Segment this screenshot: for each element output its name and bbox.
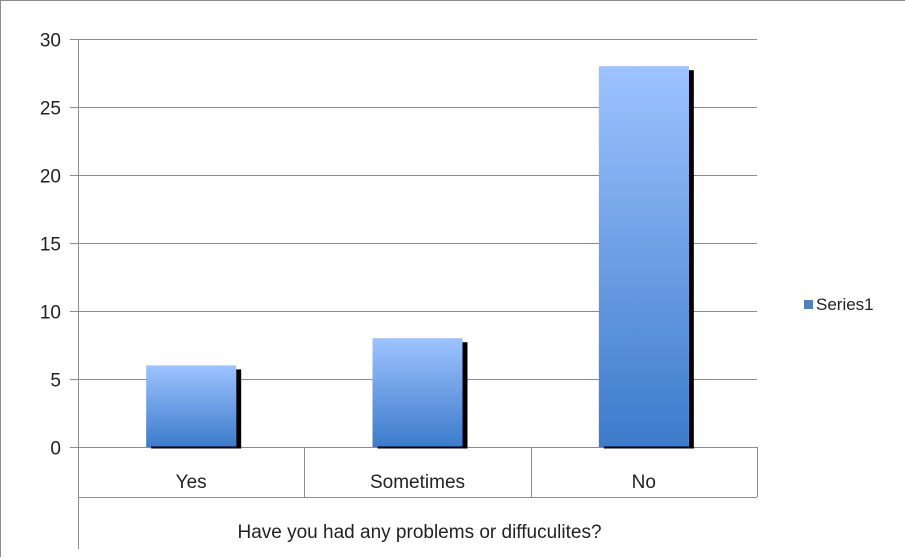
- bars: [146, 66, 694, 449]
- bar-shadow: [236, 369, 242, 447]
- bar-shadow: [688, 70, 694, 447]
- axes: [78, 39, 758, 549]
- y-tick-label: 20: [40, 167, 61, 188]
- y-tick-label: 5: [50, 371, 61, 392]
- y-tick-label: 30: [40, 31, 61, 52]
- labels: 0 5 10 15 20 25 30 Yes Sometimes No Have you had a…: [40, 31, 656, 544]
- x-tick-label: Sometimes: [370, 472, 465, 493]
- bar-sometimes: [372, 338, 463, 447]
- bar-shadow: [462, 342, 468, 447]
- bar-no: [598, 66, 689, 447]
- bar-yes: [146, 365, 237, 447]
- y-tick-label: 10: [40, 303, 61, 324]
- y-tick-label: 15: [40, 235, 61, 256]
- legend-label: Series1: [816, 295, 874, 314]
- y-tick-label: 25: [40, 99, 61, 120]
- legend-swatch: [804, 300, 813, 309]
- x-tick-label: Yes: [176, 472, 207, 493]
- x-tick-label: No: [632, 472, 656, 493]
- legend: Series1: [804, 295, 874, 314]
- y-tick-label: 0: [50, 439, 61, 460]
- x-axis-title: Have you had any problems or diffuculite…: [237, 522, 601, 543]
